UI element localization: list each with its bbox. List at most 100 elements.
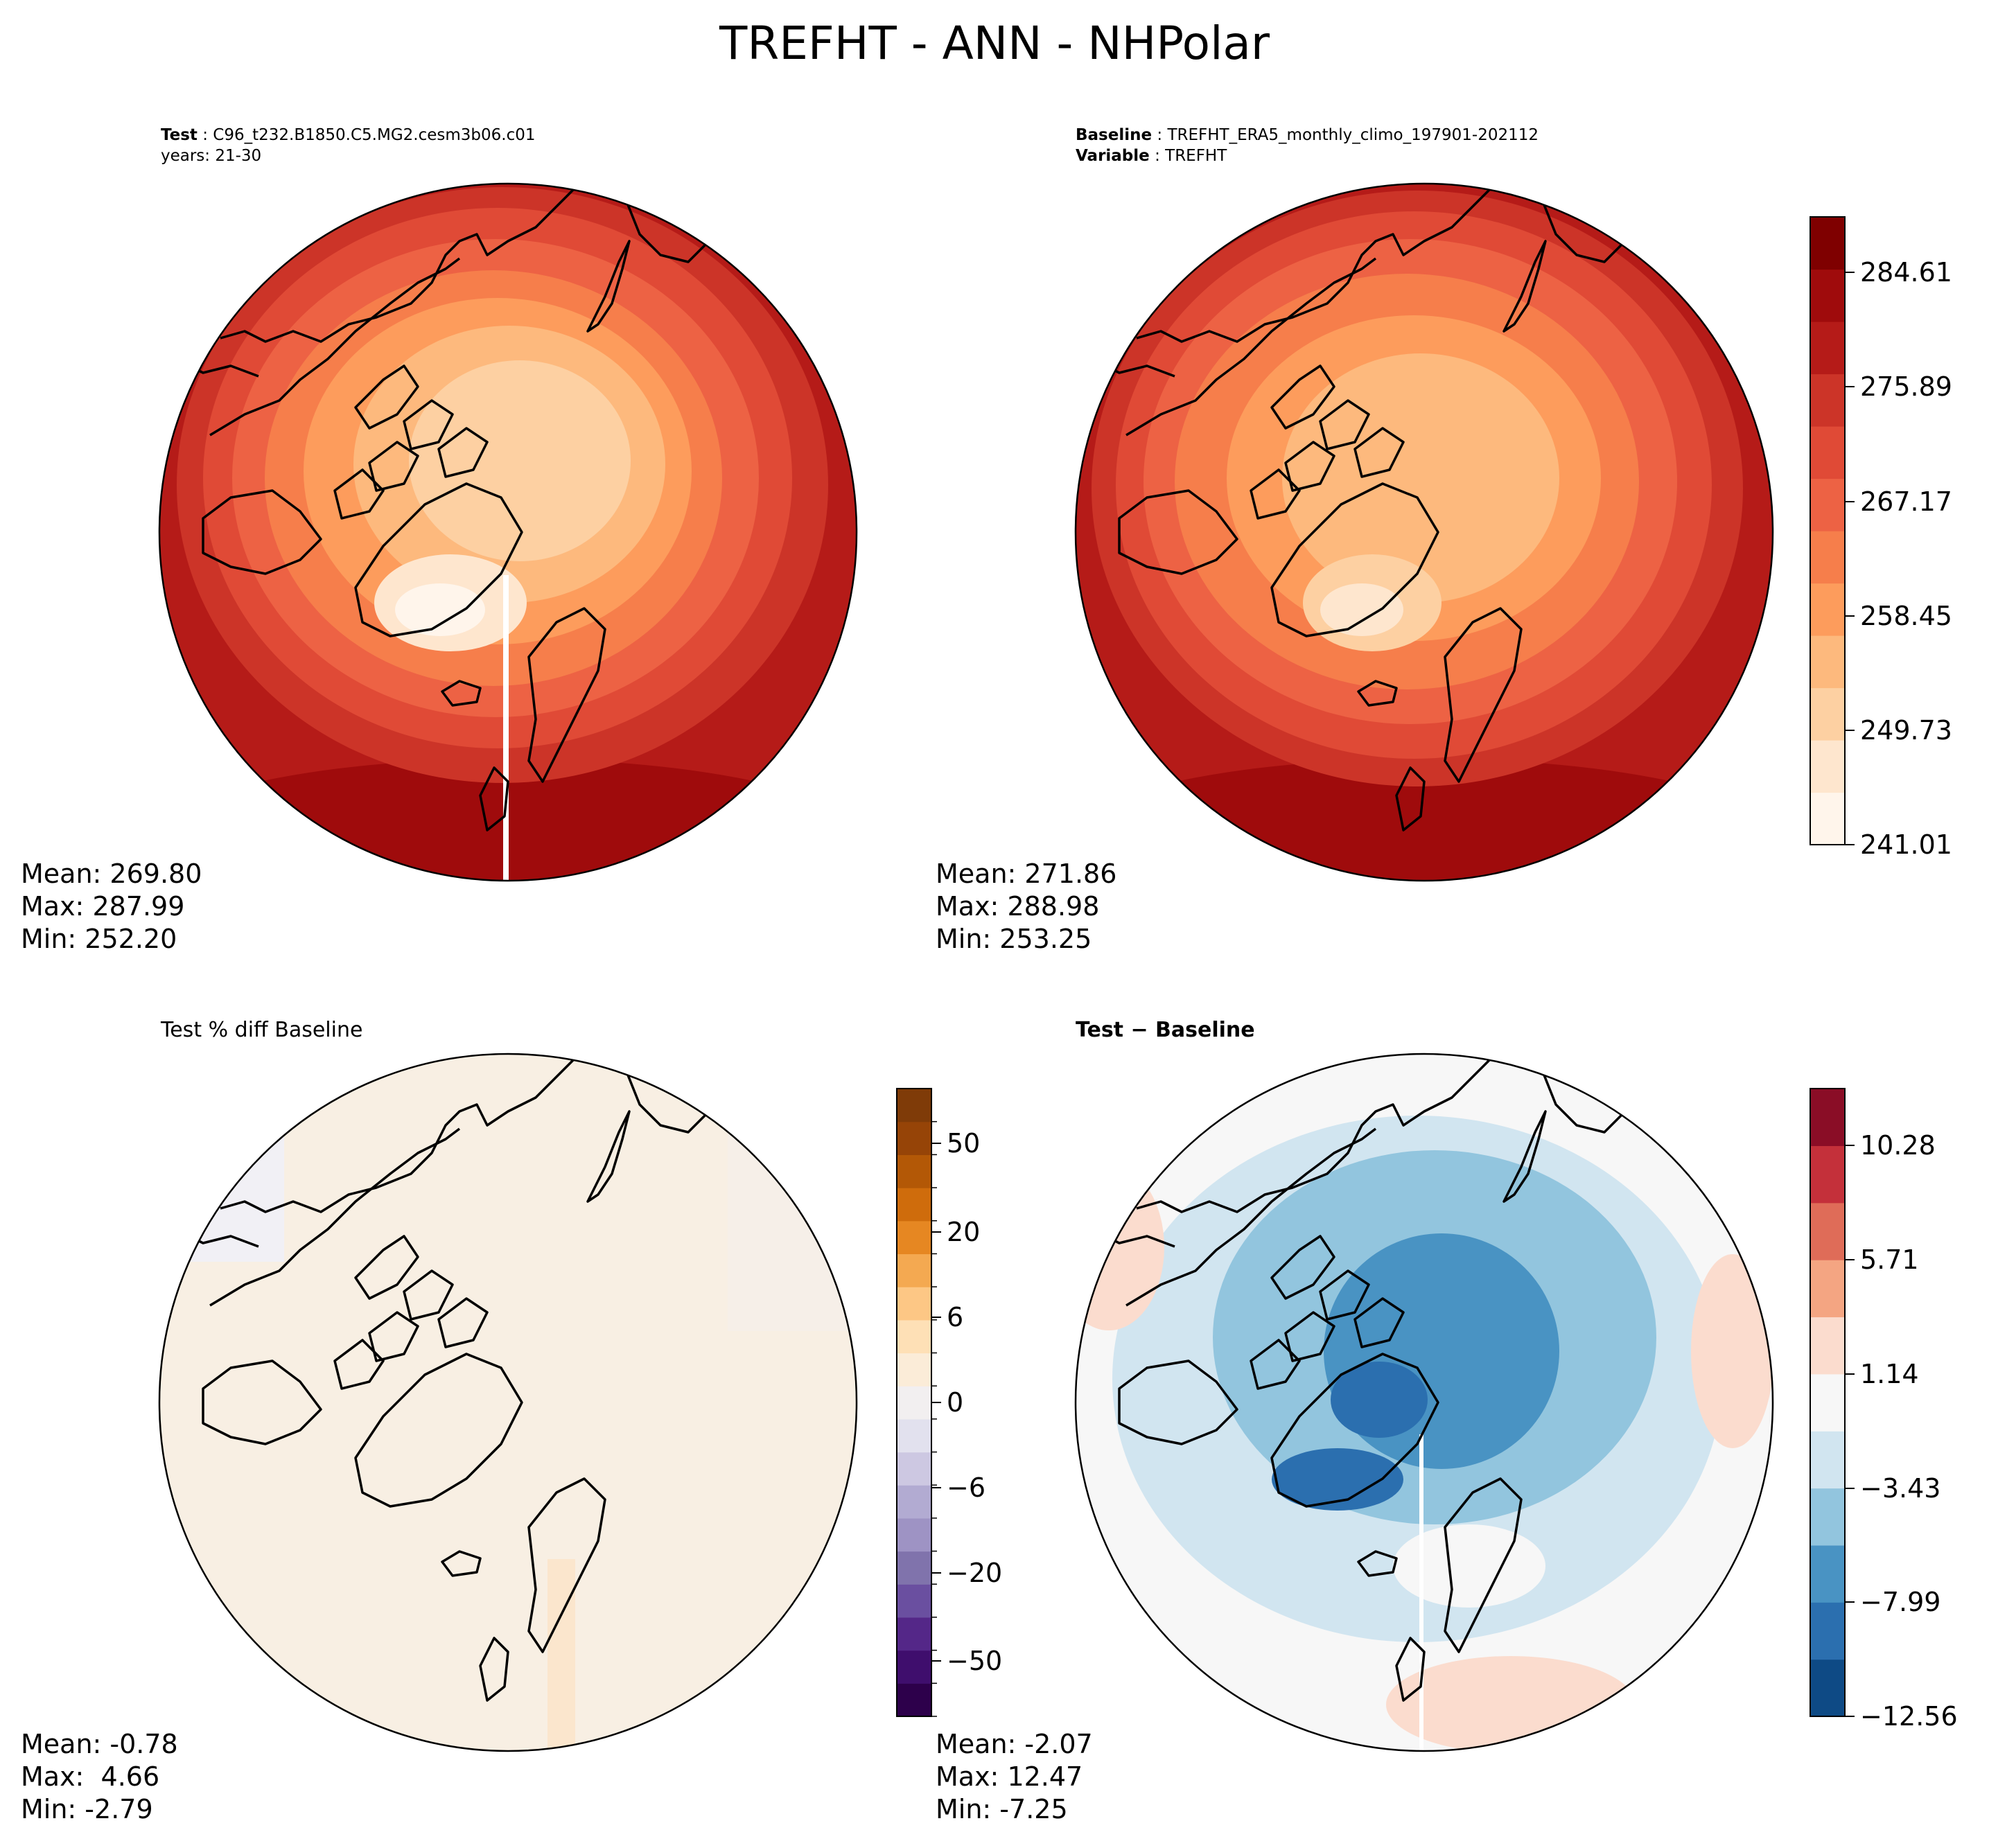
test-stat-mean: Mean: 269.80 <box>21 859 202 889</box>
colorbar-segment <box>1810 1202 1845 1260</box>
colorbar-segment <box>897 1353 931 1387</box>
pct-diff-panel-label: Test % diff Baseline <box>161 1018 363 1042</box>
baseline-variable-key: Variable <box>1076 147 1150 165</box>
colorbar-tick-label: 10.28 <box>1860 1130 1936 1161</box>
colorbar-frame <box>1810 216 1846 845</box>
diff-stat-max: Max: 12.47 <box>936 1761 1083 1792</box>
colorbar-segment <box>1810 1373 1845 1432</box>
pct-diff-stat-max: Max: 4.66 <box>21 1761 160 1792</box>
test-stats: Mean: 269.80 Max: 287.99 Min: 252.20 <box>21 858 202 956</box>
pct-diff-map-boundary <box>158 1053 858 1752</box>
colorbar-segment <box>897 1517 931 1552</box>
colorbar-segment <box>1810 583 1845 636</box>
colorbar-segment <box>1810 478 1845 531</box>
colorbar-tick-label: 275.89 <box>1860 371 1952 402</box>
pct-diff-map <box>159 1054 857 1751</box>
percent-colorbar <box>896 1088 941 1717</box>
colorbar-segment <box>897 1089 931 1123</box>
colorbar-segment <box>897 1418 931 1453</box>
test-panel-label: Test : C96_t232.B1850.C5.MG2.cesm3b06.c0… <box>161 126 536 165</box>
baseline-stat-max: Max: 288.98 <box>936 891 1100 922</box>
pct-diff-stats: Mean: -0.78 Max: 4.66 Min: -2.79 <box>21 1728 178 1826</box>
colorbar-segment <box>1810 531 1845 584</box>
colorbar-tick-label: 267.17 <box>1860 486 1952 517</box>
colorbar-segment <box>897 1386 931 1420</box>
diff-map <box>1076 1054 1773 1751</box>
colorbar-tick-label: 241.01 <box>1860 829 1952 860</box>
colorbar-segment <box>1810 792 1845 845</box>
colorbar-segment <box>1810 1488 1845 1546</box>
diff-stats: Mean: -2.07 Max: 12.47 Min: -7.25 <box>936 1728 1093 1826</box>
baseline-label-key: Baseline <box>1076 126 1153 144</box>
baseline-stat-mean: Mean: 271.86 <box>936 859 1117 889</box>
colorbar-segment <box>1810 1431 1845 1489</box>
colorbar-tick-label: 6 <box>947 1302 964 1332</box>
colorbar-segment <box>897 1551 931 1585</box>
baseline-label-value: TREFHT_ERA5_monthly_climo_197901-202112 <box>1167 126 1539 144</box>
colorbar-segment <box>897 1154 931 1188</box>
colorbar-segment <box>1810 217 1845 270</box>
colorbar-segment <box>897 1485 931 1519</box>
colorbar-segment <box>897 1617 931 1651</box>
diff-map-boundary <box>1074 1053 1774 1752</box>
pct-diff-stat-mean: Mean: -0.78 <box>21 1729 178 1759</box>
baseline-variable-value: TREFHT <box>1165 147 1227 165</box>
test-label-years: years: 21-30 <box>161 147 262 165</box>
colorbar-segment <box>1810 635 1845 689</box>
colorbar-segment <box>897 1452 931 1486</box>
colorbar-segment <box>1810 269 1845 322</box>
colorbar-tick-label: 20 <box>947 1217 981 1247</box>
colorbar-segment <box>1810 1145 1845 1204</box>
diff-panel-label: Test − Baseline <box>1076 1018 1255 1042</box>
test-map <box>159 184 857 881</box>
colorbar-tick-label: 5.71 <box>1860 1244 1919 1275</box>
colorbar-frame <box>1810 1088 1846 1717</box>
test-stat-max: Max: 287.99 <box>21 891 185 922</box>
colorbar-segment <box>1810 740 1845 793</box>
colorbar-segment <box>897 1683 931 1717</box>
colorbar-segment <box>897 1220 931 1255</box>
diff-stat-mean: Mean: -2.07 <box>936 1729 1093 1759</box>
colorbar-segment <box>1810 1317 1845 1375</box>
colorbar-segment <box>1810 426 1845 479</box>
difference-colorbar <box>1810 1088 1855 1717</box>
colorbar-tick-label: −3.43 <box>1860 1473 1941 1504</box>
colorbar-segment <box>897 1319 931 1354</box>
colorbar-tick-label: 0 <box>947 1387 964 1418</box>
colorbar-segment <box>1810 322 1845 375</box>
pct-diff-stat-min: Min: -2.79 <box>21 1794 153 1824</box>
colorbar-tick-label: 50 <box>947 1128 981 1159</box>
colorbar-segment <box>897 1188 931 1222</box>
figure-title: TREFHT - ANN - NHPolar <box>719 17 1270 70</box>
colorbar-segment <box>1810 1659 1845 1717</box>
colorbar-tick-label: 249.73 <box>1860 715 1952 746</box>
colorbar-segment <box>897 1121 931 1155</box>
colorbar-tick-label: −7.99 <box>1860 1587 1941 1617</box>
colorbar-tick-label: −20 <box>947 1558 1003 1588</box>
baseline-panel-label: Baseline : TREFHT_ERA5_monthly_climo_197… <box>1076 126 1539 165</box>
colorbar-segment <box>897 1287 931 1321</box>
test-stat-min: Min: 252.20 <box>21 924 177 954</box>
baseline-stat-min: Min: 253.25 <box>936 924 1092 954</box>
colorbar-tick-label: 258.45 <box>1860 601 1952 631</box>
colorbar-segment <box>897 1253 931 1287</box>
baseline-stats: Mean: 271.86 Max: 288.98 Min: 253.25 <box>936 858 1116 956</box>
colorbar-segment <box>1810 1089 1845 1146</box>
colorbar-segment <box>1810 1545 1845 1603</box>
colorbar-tick-label: 284.61 <box>1860 257 1952 288</box>
temperature-colorbar <box>1810 216 1855 845</box>
baseline-map <box>1076 184 1773 881</box>
colorbar-segment <box>1810 373 1845 427</box>
colorbar-segment <box>1810 1260 1845 1318</box>
baseline-map-boundary <box>1074 182 1774 882</box>
colorbar-segment <box>1810 1602 1845 1660</box>
test-label-value: C96_t232.B1850.C5.MG2.cesm3b06.c01 <box>213 126 536 144</box>
colorbar-segment <box>897 1650 931 1684</box>
colorbar-segment <box>1810 687 1845 741</box>
colorbar-tick-label: −12.56 <box>1860 1701 1958 1732</box>
colorbar-tick-label: −50 <box>947 1646 1003 1676</box>
test-label-key: Test <box>161 126 198 144</box>
colorbar-segment <box>897 1584 931 1618</box>
colorbar-tick-label: 1.14 <box>1860 1359 1919 1389</box>
